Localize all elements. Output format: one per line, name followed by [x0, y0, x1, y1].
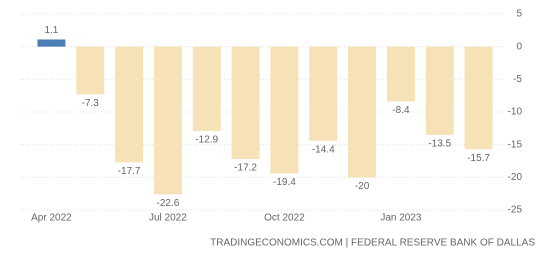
data-label: -8.4: [392, 105, 410, 116]
y-tick-label: -25: [508, 205, 523, 216]
bar: [386, 46, 415, 102]
y-tick-label: -20: [508, 172, 523, 183]
x-tick-label: Jan 2023: [380, 213, 422, 224]
data-label: 1.1: [44, 25, 58, 36]
source: TRADINGECONOMICS.COM | FEDERAL RESERVE B…: [210, 238, 535, 249]
bar: [76, 46, 105, 95]
data-label: -7.3: [82, 98, 100, 109]
bar: [425, 46, 454, 135]
x-tick-label: Apr 2022: [31, 213, 72, 224]
bar: [348, 46, 377, 178]
data-label: -12.9: [195, 135, 218, 146]
data-label: -19.4: [273, 177, 296, 188]
bar: [153, 46, 182, 195]
data-label: -13.5: [428, 139, 451, 150]
x-tick-label: Jul 2022: [149, 213, 187, 224]
y-tick-label: 5: [516, 9, 522, 20]
x-tick-label: Oct 2022: [264, 213, 305, 224]
bar: [231, 46, 260, 160]
bar: [309, 46, 338, 141]
y-tick-label: -5: [513, 74, 522, 85]
data-label: -22.6: [157, 198, 180, 209]
data-label: -17.2: [234, 163, 257, 174]
y-tick-label: -15: [508, 139, 523, 150]
data-label: -17.7: [118, 166, 141, 177]
y-tick-label: -10: [508, 107, 523, 118]
bar: [270, 46, 299, 174]
data-label: -15.7: [467, 153, 490, 164]
data-label: -20: [355, 181, 370, 192]
y-tick-label: 0: [516, 41, 522, 52]
bar: [192, 46, 221, 131]
bar: [464, 46, 493, 150]
data-label: -14.4: [312, 144, 335, 155]
bar: [115, 46, 144, 163]
bar: [37, 39, 66, 47]
